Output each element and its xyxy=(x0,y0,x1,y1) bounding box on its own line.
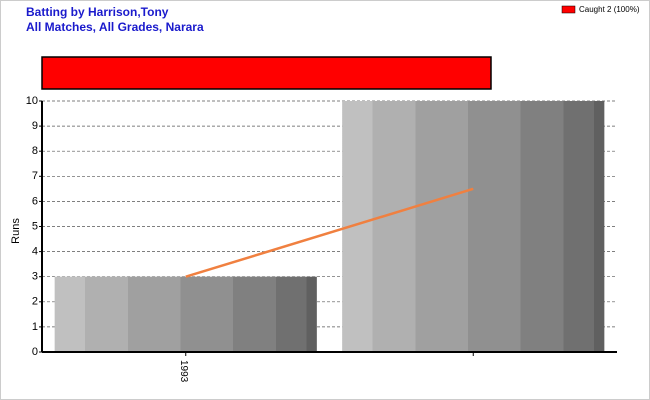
y-tick-label: 1 xyxy=(32,321,38,333)
y-tick-label: 8 xyxy=(32,145,38,157)
y-tick-label: 4 xyxy=(32,246,38,258)
bar xyxy=(54,276,317,352)
legend-swatch xyxy=(561,5,576,14)
dismissal-bar xyxy=(41,56,492,90)
y-tick-label: 6 xyxy=(32,195,38,207)
legend-label: Caught 2 (100%) xyxy=(579,5,640,14)
y-tick-label: 3 xyxy=(32,271,38,283)
bar xyxy=(342,101,605,352)
chart-subtitle: All Matches, All Grades, Narara xyxy=(26,20,204,34)
y-tick-label: 9 xyxy=(32,120,38,132)
y-axis-label: Runs xyxy=(10,218,22,244)
chart-title: Batting by Harrison,Tony xyxy=(26,5,169,19)
y-tick-label: 7 xyxy=(32,170,38,182)
y-tick-label: 5 xyxy=(32,220,38,232)
trend-line xyxy=(185,187,474,278)
y-tick-label: 0 xyxy=(32,346,38,358)
y-tick-label: 10 xyxy=(26,95,38,107)
x-tick-label: 1993 xyxy=(178,360,189,383)
y-tick-label: 2 xyxy=(32,296,38,308)
